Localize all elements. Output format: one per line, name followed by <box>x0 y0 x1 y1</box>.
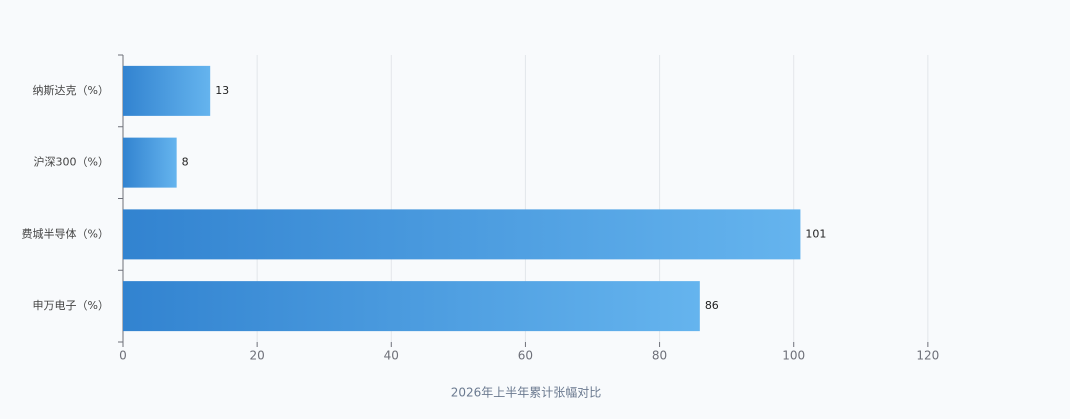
value-label: 13 <box>215 84 229 97</box>
x-tick-label: 0 <box>119 349 127 363</box>
bar <box>123 65 211 116</box>
y-tick-label: 沪深300（%） <box>34 155 109 169</box>
bar <box>123 281 700 332</box>
y-tick-label: 费城半导体（%） <box>22 226 109 240</box>
x-axis-title: 2026年上半年累计张幅对比 <box>451 385 602 400</box>
x-tick-label: 100 <box>782 349 805 363</box>
value-label: 101 <box>805 227 826 240</box>
x-tick-label: 60 <box>518 349 533 363</box>
x-tick-label: 20 <box>250 349 265 363</box>
bar <box>123 137 177 188</box>
value-label: 86 <box>705 299 719 312</box>
bar <box>123 209 801 260</box>
value-label: 8 <box>182 156 189 169</box>
y-tick-label: 纳斯达克（%） <box>33 84 109 97</box>
x-tick-label: 120 <box>916 349 939 363</box>
x-tick-label: 40 <box>384 349 399 363</box>
y-tick-label: 申万电子（%） <box>33 299 109 312</box>
x-tick-label: 80 <box>652 349 667 363</box>
